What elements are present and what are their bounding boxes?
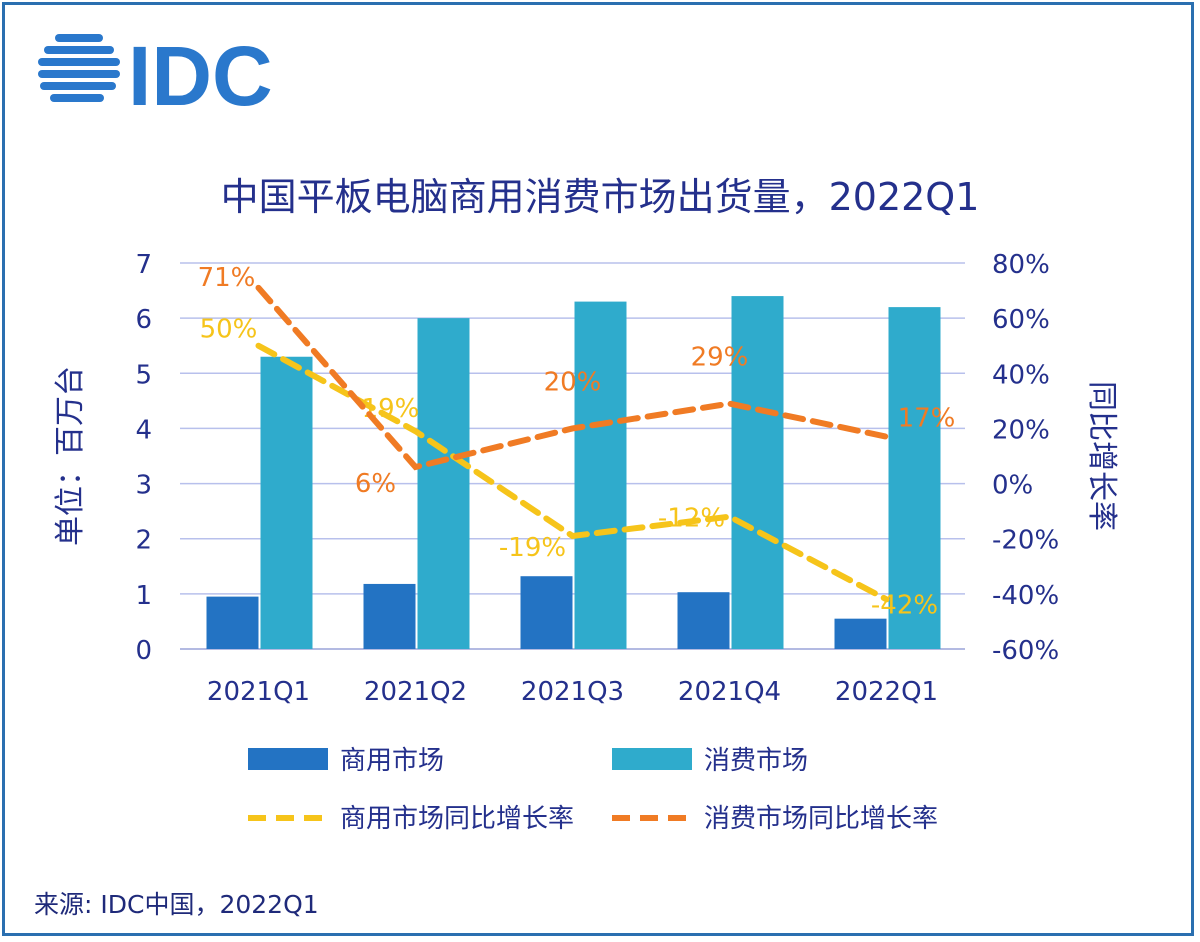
y-tick-label: 7 xyxy=(135,250,152,280)
data-label: -12% xyxy=(658,504,725,534)
data-label: -19% xyxy=(499,533,566,563)
data-label: 20% xyxy=(544,367,602,397)
bar-consumer xyxy=(731,296,784,649)
x-tick-label: 2021Q1 xyxy=(207,677,310,707)
y-tick-label: 0 xyxy=(135,636,152,666)
x-tick-label: 2021Q3 xyxy=(521,677,624,707)
globe-icon xyxy=(38,34,120,102)
bar-consumer xyxy=(260,356,313,649)
y2-tick-label: 60% xyxy=(992,305,1050,335)
data-label: -42% xyxy=(871,590,938,620)
globe-stripe xyxy=(44,46,114,54)
x-tick-label: 2022Q1 xyxy=(835,677,938,707)
y2-tick-label: 80% xyxy=(992,250,1050,280)
legend-label: 消费市场 xyxy=(704,746,808,776)
y-tick-label: 5 xyxy=(135,360,152,390)
bar-commercial xyxy=(206,596,259,649)
bar-commercial xyxy=(363,583,416,649)
bar-consumer xyxy=(574,301,627,649)
bar-commercial xyxy=(520,576,573,649)
bar-commercial xyxy=(834,618,887,649)
y2-tick-label: 0% xyxy=(992,471,1033,501)
y-tick-label: 1 xyxy=(135,581,152,611)
chart-title: 中国平板电脑商用消费市场出货量，2022Q1 xyxy=(220,175,980,219)
legend-label: 商用市场同比增长率 xyxy=(340,804,574,834)
y2-axis-label: 同比增长率 xyxy=(1084,381,1119,531)
globe-stripe xyxy=(40,82,116,90)
y2-tick-label: 40% xyxy=(992,360,1050,390)
y-axis-label: 单位：百万台 xyxy=(53,366,88,546)
y-tick-label: 2 xyxy=(135,526,152,556)
y2-tick-label: -40% xyxy=(992,581,1059,611)
logo-text: IDC xyxy=(128,29,273,123)
data-label: 17% xyxy=(898,404,956,434)
bar-commercial xyxy=(677,592,730,649)
y-tick-label: 4 xyxy=(135,415,152,445)
y-tick-label: 6 xyxy=(135,305,152,335)
legend-label: 消费市场同比增长率 xyxy=(704,804,938,834)
y-tick-label: 3 xyxy=(135,471,152,501)
data-label: 71% xyxy=(198,263,256,293)
globe-stripe xyxy=(50,94,104,102)
globe-stripe xyxy=(55,34,103,42)
legend-label: 商用市场 xyxy=(340,746,444,776)
data-label: 6% xyxy=(355,469,396,499)
globe-stripe xyxy=(38,58,120,66)
x-tick-label: 2021Q4 xyxy=(678,677,781,707)
bar-consumer xyxy=(417,318,470,649)
x-tick-label: 2021Q2 xyxy=(364,677,467,707)
y2-tick-label: -60% xyxy=(992,636,1059,666)
y2-tick-label: 20% xyxy=(992,415,1050,445)
legend-swatch-consumer xyxy=(612,748,692,770)
idc-logo: IDC xyxy=(38,29,273,123)
legend-swatch-commercial xyxy=(248,748,328,770)
source-note: 来源: IDC中国，2022Q1 xyxy=(34,890,319,919)
y2-tick-label: -20% xyxy=(992,526,1059,556)
bar-consumer xyxy=(888,307,941,649)
data-label: 50% xyxy=(200,315,258,345)
data-label: 29% xyxy=(691,343,749,373)
globe-stripe xyxy=(38,70,120,78)
